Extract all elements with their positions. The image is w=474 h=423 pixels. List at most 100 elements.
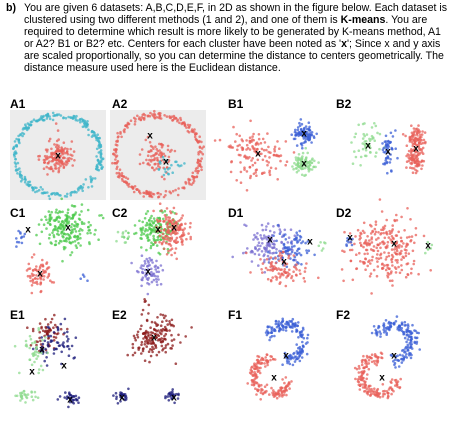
scatter-point bbox=[37, 158, 41, 161]
scatter-point bbox=[157, 278, 160, 281]
scatter-point bbox=[164, 396, 167, 400]
scatter-point bbox=[406, 243, 410, 246]
scatter-point bbox=[67, 222, 70, 225]
scatter-point bbox=[170, 339, 174, 342]
scatter-point bbox=[174, 229, 177, 232]
scatter-point bbox=[382, 162, 385, 166]
scatter-point bbox=[183, 227, 186, 230]
scatter-point bbox=[282, 270, 286, 273]
scatter-point bbox=[157, 195, 160, 199]
scatter-point bbox=[100, 214, 103, 217]
scatter-point bbox=[416, 157, 419, 160]
scatter-point bbox=[145, 234, 148, 237]
scatter-point bbox=[40, 116, 43, 120]
scatter-point bbox=[257, 137, 261, 141]
scatter-point bbox=[269, 358, 272, 362]
scatter-point bbox=[36, 340, 39, 344]
scatter-point bbox=[140, 246, 143, 249]
scatter-point bbox=[284, 249, 288, 253]
scatter-point bbox=[288, 387, 291, 390]
scatter-point bbox=[396, 354, 399, 357]
scatter-point bbox=[426, 248, 430, 251]
scatter-point bbox=[273, 149, 276, 153]
scatter-point bbox=[198, 135, 201, 138]
scatter-point bbox=[145, 273, 148, 277]
scatter-point bbox=[174, 247, 178, 250]
scatter-point bbox=[307, 249, 311, 252]
scatter-point bbox=[401, 354, 404, 357]
scatter-point bbox=[46, 351, 49, 355]
scatter-point bbox=[172, 226, 175, 230]
scatter-point bbox=[311, 157, 314, 160]
scatter-point bbox=[279, 251, 282, 255]
scatter-point bbox=[168, 216, 171, 219]
scatter-point bbox=[70, 229, 73, 232]
scatter-point bbox=[283, 261, 287, 264]
scatter-point bbox=[180, 240, 184, 244]
scatter-point bbox=[80, 203, 84, 206]
scatter-point bbox=[13, 140, 17, 143]
scatter-point bbox=[370, 126, 374, 129]
scatter-point bbox=[171, 397, 174, 400]
scatter-point bbox=[114, 158, 117, 161]
scatter-point bbox=[361, 383, 365, 386]
scatter-point bbox=[260, 147, 264, 151]
scatter-point bbox=[41, 188, 44, 191]
scatter-point bbox=[400, 215, 403, 219]
scatter-point bbox=[179, 341, 182, 344]
scatter-point bbox=[180, 122, 184, 126]
scatter-point bbox=[145, 192, 148, 196]
scatter-point bbox=[37, 371, 40, 375]
scatter-point bbox=[261, 357, 265, 361]
scatter-point bbox=[357, 364, 361, 368]
scatter-point bbox=[355, 267, 359, 270]
scatter-point bbox=[423, 131, 427, 134]
scatter-point bbox=[391, 224, 394, 227]
scatter-point bbox=[389, 158, 392, 161]
scatter-point bbox=[256, 370, 260, 373]
scatter-point bbox=[42, 191, 46, 194]
scatter-point bbox=[358, 367, 361, 370]
scatter-point bbox=[252, 238, 255, 241]
scatter-point bbox=[56, 332, 60, 335]
scatter-point bbox=[381, 240, 384, 244]
scatter-point bbox=[155, 147, 158, 151]
scatter-point bbox=[164, 350, 167, 354]
scatter-point bbox=[288, 382, 291, 386]
scatter-point bbox=[151, 339, 155, 343]
scatter-point bbox=[287, 236, 291, 239]
scatter-point bbox=[70, 191, 73, 194]
scatter-point bbox=[304, 166, 307, 170]
scatter-point bbox=[405, 144, 409, 147]
scatter-point bbox=[274, 257, 277, 260]
scatter-point bbox=[60, 220, 64, 224]
scatter-point bbox=[167, 249, 170, 253]
scatter-point bbox=[43, 154, 47, 158]
scatter-point bbox=[306, 240, 310, 243]
scatter-point bbox=[248, 155, 251, 159]
scatter-point bbox=[358, 388, 362, 391]
scatter-point bbox=[149, 231, 153, 234]
scatter-point bbox=[89, 223, 92, 227]
scatter-point bbox=[45, 267, 49, 271]
scatter-point bbox=[137, 346, 140, 350]
scatter-point bbox=[154, 145, 157, 148]
scatter-point bbox=[171, 344, 174, 347]
scatter-point bbox=[323, 241, 326, 244]
scatter-point bbox=[296, 357, 299, 361]
scatter-point bbox=[120, 391, 123, 395]
scatter-point bbox=[166, 395, 169, 398]
scatter-point bbox=[150, 166, 154, 169]
scatter-point bbox=[120, 135, 123, 139]
scatter-point bbox=[236, 148, 239, 152]
scatter-point bbox=[151, 261, 154, 264]
scatter-point bbox=[143, 259, 147, 263]
scatter-point bbox=[119, 400, 122, 403]
cluster-center-marker: x bbox=[171, 223, 177, 234]
scatter-point bbox=[305, 127, 309, 131]
scatter-point bbox=[166, 323, 169, 326]
scatter-point bbox=[153, 112, 156, 116]
scatter-point bbox=[400, 326, 403, 330]
scatter-point bbox=[413, 161, 417, 164]
scatter-point bbox=[28, 267, 32, 270]
